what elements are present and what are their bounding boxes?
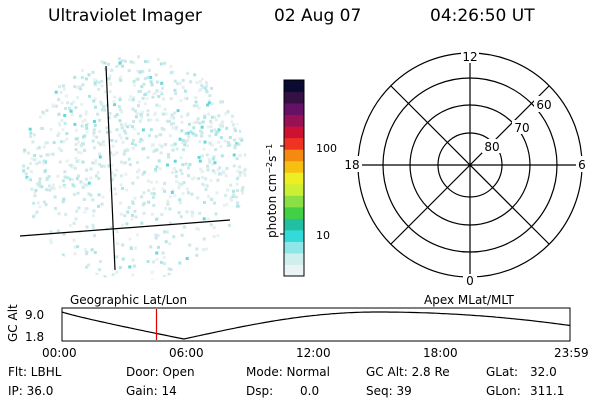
dsp-value: 0.0 <box>300 384 320 398</box>
glat-value: 32.0 <box>530 365 557 379</box>
colorbar-units-label: photon cm−2s−1 <box>265 144 280 238</box>
seq-info: Seq: 39 <box>366 384 412 398</box>
latitude-line <box>19 219 231 237</box>
colorbar-segment <box>284 114 304 127</box>
ip-info: IP: 36.0 <box>8 384 54 398</box>
mlt-label-6: 6 <box>578 158 586 172</box>
gain-info: Gain: 14 <box>126 384 177 398</box>
mlt-label-18: 18 <box>344 158 359 172</box>
glon-info: GLon: <box>486 384 521 398</box>
colorbar-scale <box>284 80 304 277</box>
colorbar-segment <box>284 149 304 162</box>
mlt-label-0: 0 <box>466 274 474 286</box>
colorbar-segment <box>284 264 304 277</box>
colorbar-segment <box>284 126 304 139</box>
dsp-info: Dsp: <box>246 384 274 398</box>
imager-title: Ultraviolet Imager <box>48 6 202 26</box>
colorbar-segment <box>284 172 304 185</box>
x-tick-0600: 06:00 <box>169 346 204 360</box>
x-tick-0000: 00:00 <box>42 346 77 360</box>
glon-value: 311.1 <box>530 384 565 398</box>
timeline-y-axis-label: GC Alt <box>6 304 20 342</box>
uv-image-disk <box>19 55 247 281</box>
colorbar-segment <box>284 206 304 219</box>
colorbar-segment <box>284 91 304 104</box>
longitude-line <box>105 65 116 271</box>
colorbar-tick-100-label: 100 <box>316 142 337 155</box>
colorbar-segment <box>284 229 304 242</box>
colorbar-segment <box>284 183 304 196</box>
door-info: Door: Open <box>126 365 195 379</box>
colorbar-segment <box>284 103 304 116</box>
colorbar-tick-10-label: 10 <box>316 229 330 242</box>
time-label: 04:26:50 UT <box>430 6 535 26</box>
altitude-timeline <box>61 307 571 342</box>
colorbar: photon cm−2s−1 <box>265 79 305 277</box>
altitude-curve <box>61 311 571 340</box>
colorbar-segment <box>284 137 304 150</box>
lat-label-60: 60 <box>536 98 551 112</box>
polar-mlt-plot: 12 18 6 0 60 70 80 <box>340 50 590 286</box>
x-tick-1800: 18:00 <box>423 346 458 360</box>
colorbar-segment <box>284 195 304 208</box>
left-caption: Geographic Lat/Lon <box>70 293 188 307</box>
colorbar-segment <box>284 252 304 265</box>
right-caption: Apex MLat/MLT <box>424 293 514 307</box>
colorbar-segment <box>284 160 304 173</box>
y-tick-9: 9.0 <box>25 308 45 322</box>
lat-label-70: 70 <box>514 121 529 135</box>
x-tick-2359: 23:59 <box>554 346 589 360</box>
y-tick-1-8: 1.8 <box>25 330 45 344</box>
colorbar-segment <box>284 218 304 231</box>
colorbar-segment <box>284 241 304 254</box>
mode-info: Mode: Normal <box>246 365 330 379</box>
colorbar-segment <box>284 80 304 93</box>
date-label: 02 Aug 07 <box>274 6 362 26</box>
filter-info: Flt: LBHL <box>8 365 62 379</box>
lat-label-80: 80 <box>484 140 499 154</box>
glat-info: GLat: <box>486 365 519 379</box>
gc-alt-info: GC Alt: 2.8 Re <box>366 365 450 379</box>
aurora-speckles <box>22 55 247 281</box>
mlt-label-12: 12 <box>462 50 477 64</box>
x-tick-1200: 12:00 <box>296 346 331 360</box>
